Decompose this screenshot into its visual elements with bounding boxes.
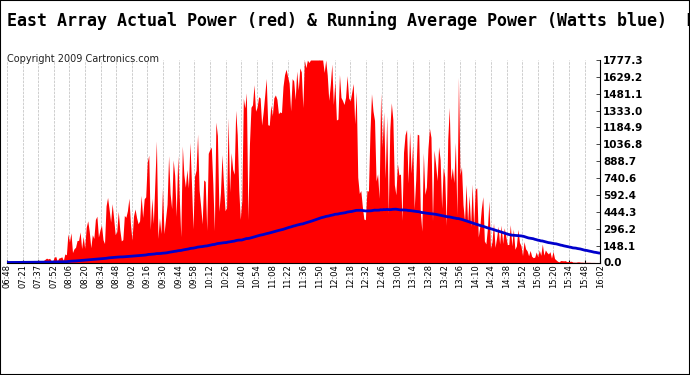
- Text: Copyright 2009 Cartronics.com: Copyright 2009 Cartronics.com: [7, 54, 159, 64]
- Text: East Array Actual Power (red) & Running Average Power (Watts blue)  Mon Nov 9 16: East Array Actual Power (red) & Running …: [7, 11, 690, 30]
